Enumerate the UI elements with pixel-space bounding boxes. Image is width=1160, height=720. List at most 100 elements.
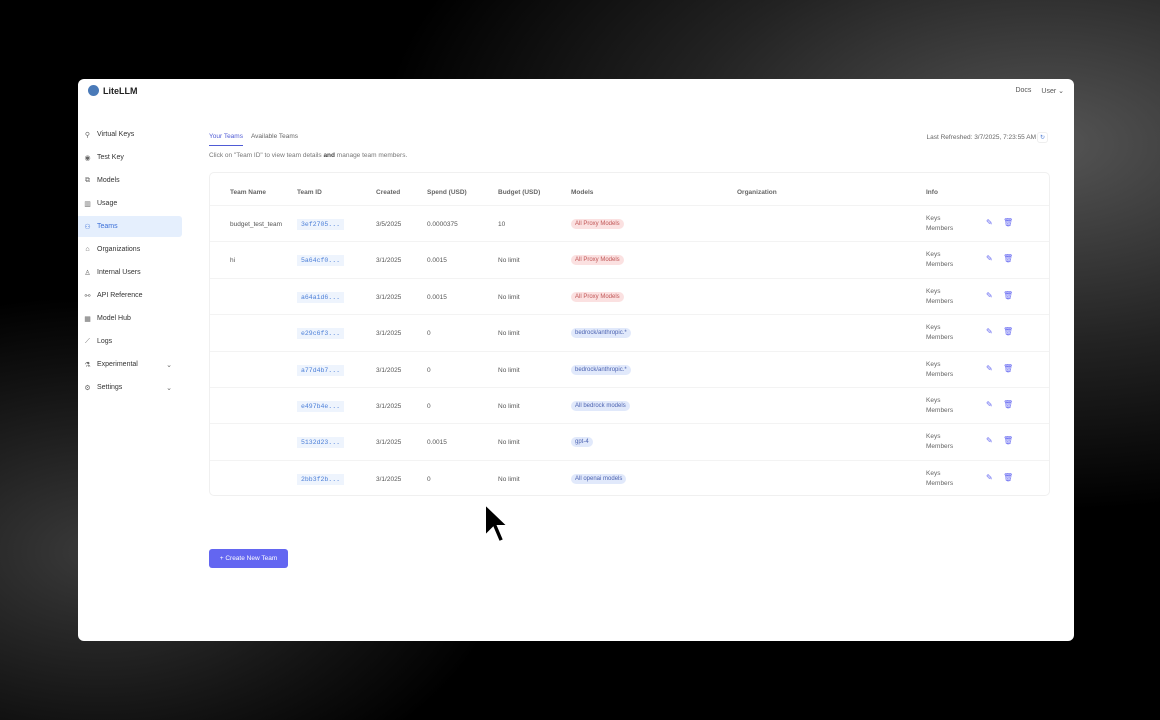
chevron-down-icon: ⌄ [166,384,172,392]
team-id-link[interactable]: e497b4e... [297,401,345,412]
sidebar-item-label: Teams [97,223,118,230]
table-row: 5132d23... 3/1/2025 0.0015 No limit gpt-… [210,423,1049,459]
sidebar-item-logs[interactable]: ⟋ Logs [78,331,182,352]
user-menu[interactable]: User ⌄ [1041,88,1064,95]
sidebar-item-label: Internal Users [97,269,141,276]
spend: 0.0015 [427,439,447,447]
sidebar-item-label: Logs [97,338,113,345]
sidebar-item-organizations[interactable]: ⌂ Organizations [78,239,182,260]
sidebar-item-api-reference[interactable]: ⚯ API Reference [78,285,182,306]
trash-icon[interactable]: 🗑 [1003,218,1014,227]
team-id-link[interactable]: 2bb3f2b... [297,473,345,485]
sidebar-item-experimental[interactable]: ⚗ Experimental ⌄ [78,354,182,375]
team-id-link[interactable]: 3ef2705... [297,219,345,230]
line-chart-icon: ⟋ [85,337,90,345]
table-row: 2bb3f2b... 3/1/2025 0 No limit All opena… [210,459,1049,496]
created-date: 3/1/2025 [376,403,402,410]
column-header: Budget (USD) [498,189,541,196]
column-header: Models [571,189,594,196]
spend: 0 [427,403,431,410]
trash-icon[interactable]: 🗑 [1003,290,1014,300]
edit-icon[interactable]: ✎ [986,327,993,337]
browser-window: LiteLLM Docs User ⌄ ⚲ Virtual Keys ◉ Test K… [78,79,1074,641]
trash-icon[interactable]: 🗑 [1003,400,1014,409]
edit-icon[interactable]: ✎ [986,363,993,373]
key-icon: ⚲ [84,131,91,139]
table-row: a77d4b7... 3/1/2025 0 No limit bedrock/a… [210,350,1049,387]
model-badge: All bedrock models [571,401,630,411]
info: Keys Members [926,433,954,451]
edit-icon[interactable]: ✎ [986,254,993,264]
info: Keys Members [926,360,954,378]
sidebar-item-label: Models [97,177,120,184]
edit-icon[interactable]: ✎ [986,290,993,300]
budget: 10 [498,221,506,228]
sidebar-item-label: Settings [97,384,123,391]
docs-link[interactable]: Docs [1015,87,1032,94]
model-badge: All openai models [571,473,627,484]
tab-your-teams[interactable]: Your Teams [209,133,243,146]
edit-icon[interactable]: ✎ [986,436,993,446]
edit-icon[interactable]: ✎ [986,472,993,482]
trash-icon[interactable]: 🗑 [1003,436,1014,446]
model-badge: bedrock/anthropic.* [571,328,631,339]
tab-available-teams[interactable]: Available Teams [250,133,299,140]
refresh-button[interactable]: ↻ [1037,132,1048,143]
info: Keys Members [926,469,954,487]
hint-text: Click on "Team ID" to view team details … [209,152,408,159]
model-badge: All Proxy Models [571,219,624,229]
team-id-link[interactable]: a64a1d6... [297,291,345,303]
info: Keys Members [926,215,954,232]
team-id-link[interactable]: a77d4b7... [297,364,345,376]
sidebar-item-label: Usage [97,200,118,207]
budget: No limit [498,257,520,265]
budget: No limit [498,366,520,374]
create-new-team-button[interactable]: + Create New Team [209,549,288,568]
sidebar-item-models[interactable]: ⧉ Models [78,170,182,191]
spend: 0 [427,330,431,338]
column-header: Organization [737,189,777,196]
edit-icon[interactable]: ✎ [986,400,993,409]
chevron-down-icon: ⌄ [166,361,172,369]
sidebar-item-label: Test Key [97,154,124,161]
team-name: budget_test_team [230,221,283,228]
created-date: 3/1/2025 [376,366,402,374]
info: Keys Members [926,397,954,414]
flask-icon: ⚗ [84,361,91,369]
mouse-cursor-icon [484,502,509,544]
column-header: Team Name [230,189,267,196]
trash-icon[interactable]: 🗑 [1003,327,1014,337]
team-name: hi [230,257,236,265]
info: Keys Members [926,287,954,305]
created-date: 3/1/2025 [376,475,402,483]
table-row: budget_test_team 3ef2705... 3/5/2025 0.0… [210,205,1049,241]
budget: No limit [498,439,520,447]
top-bar: LiteLLM Docs User ⌄ [78,79,1074,103]
spend: 0 [427,475,431,483]
sidebar-item-virtual-keys[interactable]: ⚲ Virtual Keys [78,124,182,145]
trash-icon[interactable]: 🗑 [1003,254,1014,264]
sidebar-item-usage[interactable]: ▥ Usage [78,193,182,214]
sidebar-item-label: API Reference [97,292,143,299]
budget: No limit [498,475,520,483]
tabs: Your Teams Available Teams [209,133,298,146]
user-icon: ♙ [84,269,91,277]
sidebar-item-internal-users[interactable]: ♙ Internal Users [78,262,182,283]
trash-icon[interactable]: 🗑 [1003,472,1014,482]
model-badge: bedrock/anthropic.* [571,364,631,375]
sidebar-item-settings[interactable]: ⚙ Settings ⌄ [78,377,182,398]
trash-icon[interactable]: 🗑 [1003,363,1014,373]
bank-icon: ⌂ [85,246,90,253]
sidebar-item-model-hub[interactable]: ▦ Model Hub [78,308,182,329]
team-id-link[interactable]: 5a64cf0... [297,255,345,267]
edit-icon[interactable]: ✎ [986,218,993,227]
sidebar-item-test-key[interactable]: ◉ Test Key [78,147,182,168]
team-id-link[interactable]: 5132d23... [297,437,345,449]
sidebar-item-teams[interactable]: ⚇ Teams [78,216,182,237]
budget: No limit [498,293,520,301]
team-id-link[interactable]: e29c6f3... [297,328,345,340]
spend: 0 [427,366,431,374]
logo[interactable]: LiteLLM [88,85,138,96]
model-badge: All Proxy Models [571,255,624,266]
table-row: e497b4e... 3/1/2025 0 No limit All bedro… [210,387,1049,423]
